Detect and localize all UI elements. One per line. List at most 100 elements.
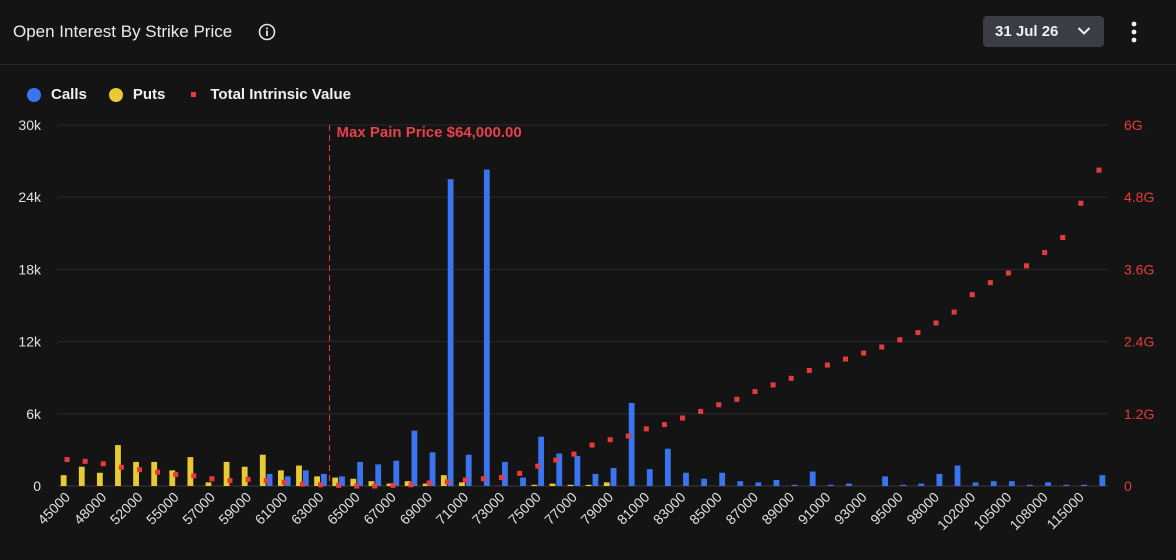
intrinsic-point bbox=[879, 344, 885, 350]
put-bar bbox=[259, 454, 266, 486]
intrinsic-point bbox=[354, 483, 360, 489]
y-right-tick-label: 4.8G bbox=[1124, 189, 1154, 205]
call-bar bbox=[719, 472, 726, 486]
x-tick-label: 61000 bbox=[252, 489, 291, 528]
y-right-tick-label: 1.2G bbox=[1124, 406, 1154, 422]
intrinsic-point bbox=[390, 482, 396, 488]
call-bar bbox=[538, 436, 545, 486]
put-bar bbox=[241, 466, 248, 486]
intrinsic-point bbox=[227, 478, 233, 484]
panel-title: Open Interest By Strike Price bbox=[13, 22, 233, 41]
intrinsic-point bbox=[426, 480, 432, 486]
call-bar bbox=[321, 473, 327, 486]
x-tick-label: 105000 bbox=[970, 489, 1014, 533]
intrinsic-point bbox=[1042, 250, 1048, 256]
intrinsic-point bbox=[680, 415, 686, 421]
intrinsic-point bbox=[535, 463, 541, 469]
intrinsic-point bbox=[1078, 200, 1084, 206]
put-bar bbox=[187, 457, 194, 486]
put-bar bbox=[115, 445, 121, 486]
call-bar bbox=[972, 482, 979, 486]
put-bar bbox=[296, 465, 302, 486]
intrinsic-point bbox=[372, 483, 378, 489]
call-bar bbox=[520, 477, 526, 486]
call-bar bbox=[954, 465, 961, 486]
info-icon[interactable] bbox=[258, 23, 276, 41]
x-tick-label: 95000 bbox=[867, 489, 906, 528]
panel-header: Open Interest By Strike Price 31 Jul 26 bbox=[0, 0, 1176, 65]
intrinsic-point bbox=[245, 476, 251, 482]
intrinsic-point bbox=[788, 375, 794, 381]
call-bar bbox=[592, 473, 599, 486]
put-bar bbox=[386, 483, 393, 486]
calls-swatch bbox=[27, 87, 41, 102]
call-bar bbox=[1027, 484, 1033, 486]
x-tick-label: 59000 bbox=[215, 489, 254, 528]
legend-item-puts[interactable]: Puts bbox=[108, 86, 166, 103]
expiry-date-select[interactable]: 31 Jul 26 bbox=[983, 16, 1104, 47]
legend-label-puts: Puts bbox=[132, 86, 166, 103]
call-bar bbox=[1045, 482, 1051, 486]
max-pain-label: Max Pain Price $64,000.00 bbox=[337, 124, 522, 141]
intrinsic-point bbox=[480, 476, 486, 482]
intrinsic-point bbox=[933, 320, 939, 326]
call-bar bbox=[900, 484, 907, 486]
intrinsic-point bbox=[861, 350, 867, 356]
expiry-date-label: 31 Jul 26 bbox=[995, 23, 1059, 40]
legend-item-intrinsic[interactable]: Total Intrinsic Value bbox=[187, 86, 351, 103]
intrinsic-point bbox=[100, 461, 106, 467]
x-tick-label: 67000 bbox=[360, 489, 399, 528]
intrinsic-point bbox=[118, 464, 124, 470]
intrinsic-point bbox=[734, 396, 740, 402]
x-tick-label: 77000 bbox=[541, 489, 580, 528]
put-bar bbox=[585, 484, 592, 486]
call-bar bbox=[574, 455, 581, 486]
legend-item-calls[interactable]: Calls bbox=[27, 86, 87, 103]
intrinsic-point bbox=[716, 402, 722, 408]
call-bar bbox=[266, 473, 273, 486]
call-bar bbox=[393, 460, 400, 486]
call-bar bbox=[375, 464, 382, 486]
put-bar bbox=[133, 461, 139, 486]
legend-label-intrinsic: Total Intrinsic Value bbox=[210, 86, 351, 103]
intrinsic-point bbox=[752, 389, 758, 395]
call-bar bbox=[302, 470, 309, 486]
put-bar bbox=[459, 482, 465, 486]
x-tick-label: 87000 bbox=[722, 489, 761, 528]
intrinsic-point bbox=[969, 292, 975, 298]
call-bar bbox=[465, 454, 472, 486]
x-tick-label: 81000 bbox=[614, 489, 653, 528]
intrinsic-point bbox=[951, 309, 957, 315]
call-bar bbox=[646, 469, 653, 486]
call-bar bbox=[357, 461, 363, 486]
intrinsic-point bbox=[299, 481, 305, 487]
y-right-tick-label: 2.4G bbox=[1124, 334, 1154, 350]
x-tick-label: 115000 bbox=[1043, 489, 1087, 533]
call-bar bbox=[1008, 481, 1015, 486]
y-left-tick-label: 12k bbox=[18, 334, 42, 350]
call-bar bbox=[339, 476, 345, 486]
put-bar bbox=[531, 484, 538, 486]
intrinsic-point bbox=[155, 469, 161, 475]
call-bar bbox=[882, 476, 888, 486]
x-tick-label: 52000 bbox=[107, 489, 146, 528]
put-bar bbox=[60, 475, 67, 486]
put-bar bbox=[205, 482, 212, 486]
put-bar bbox=[278, 470, 284, 486]
x-tick-label: 108000 bbox=[1006, 489, 1050, 533]
x-tick-label: 102000 bbox=[934, 489, 978, 533]
intrinsic-point bbox=[643, 426, 649, 432]
intrinsic-point bbox=[1005, 270, 1011, 276]
y-right-tick-label: 0 bbox=[1124, 478, 1132, 494]
put-bar bbox=[332, 477, 339, 486]
y-left-tick-label: 30k bbox=[18, 117, 42, 133]
intrinsic-point bbox=[806, 367, 812, 373]
more-vertical-icon[interactable] bbox=[1124, 20, 1144, 44]
call-bar bbox=[483, 169, 490, 487]
call-bar bbox=[737, 481, 744, 486]
put-bar bbox=[223, 461, 230, 486]
intrinsic-point bbox=[64, 457, 70, 463]
x-tick-label: 48000 bbox=[71, 489, 110, 528]
